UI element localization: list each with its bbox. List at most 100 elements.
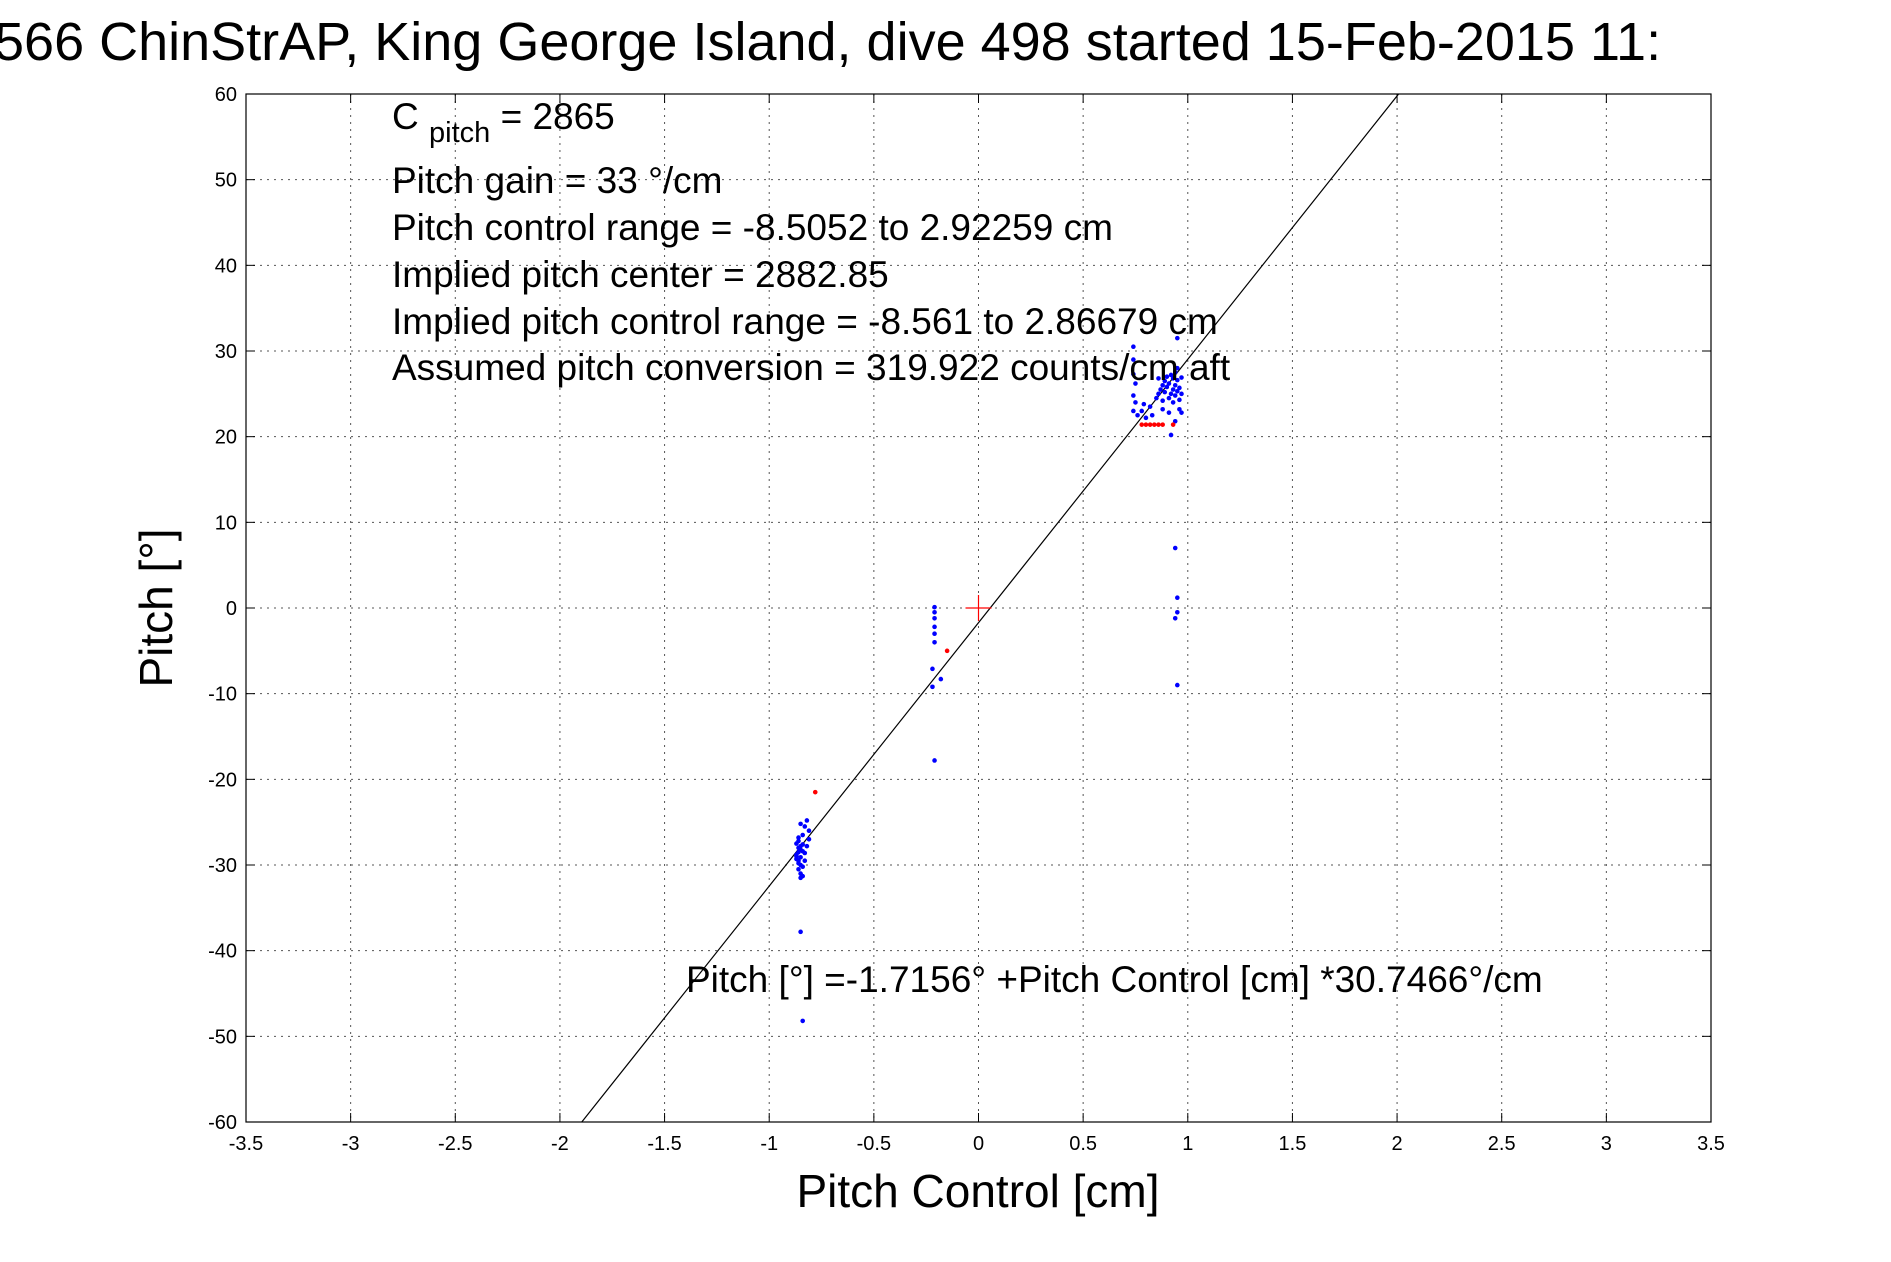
data-point [1156,391,1161,397]
data-point [1179,391,1184,397]
data-point [1166,395,1172,401]
data-point [1160,382,1165,388]
data-point [1177,397,1182,403]
annotation-assumed-pitch-conversion: Assumed pitch conversion = 319.922 count… [392,347,1231,388]
data-point [1135,412,1140,418]
data-point [932,639,937,645]
x-tick-label: -0.5 [857,1133,891,1155]
data-point [1172,418,1178,424]
data-point [1172,382,1178,388]
marker-layer [965,595,992,621]
data-point [1131,344,1136,350]
data-point [1147,404,1153,409]
data-point [798,929,803,935]
annotation-pitch-control-range: Pitch control range = -8.5052 to 2.92259… [392,207,1113,248]
data-point [1160,398,1165,403]
x-tick-label: 2.5 [1488,1133,1516,1155]
data-point [1172,370,1178,375]
data-point [932,758,937,763]
data-point [932,604,937,610]
y-axis-label: Pitch [°] [130,528,182,687]
data-point [1156,376,1161,381]
tick-layer: -3.5 -3 -2.5 -2 -1.5 -1 -0.5 0 0.5 1 1.5 2 2.5 3 3.5 60… [208,84,1725,1155]
data-point [1175,609,1180,615]
data-point [800,1018,805,1024]
annotation-cpitch-value: = 2865 [501,96,615,137]
data-point [798,821,803,827]
data-point [930,684,935,690]
annotation-cpitch-sub: pitch [429,117,490,149]
x-tick-label: 1.5 [1279,1133,1307,1155]
data-point [1177,406,1182,412]
data-point [1175,377,1180,383]
y-tick-label: 30 [215,341,237,363]
y-tick-label: -60 [208,1112,237,1134]
data-point [1168,372,1174,378]
data-point [1175,682,1180,688]
annotation-cpitch: C pitch = 2865 [392,96,615,150]
fit-equation-label: Pitch [°] =-1.7156° +Pitch Control [cm] … [686,959,1543,1000]
x-tick-label: 1 [1182,1133,1193,1155]
annotation-cpitch-main: C [392,96,419,137]
data-point [800,842,805,847]
y-tick-label: -40 [208,941,237,963]
data-point [1179,375,1184,380]
y-tick-label: 40 [215,255,237,277]
data-point [1177,385,1182,391]
data-point [1175,595,1180,601]
y-tick-label: -10 [208,684,237,706]
x-tick-label: 3.5 [1697,1133,1725,1155]
data-point [1168,432,1174,438]
data-point [1170,422,1176,427]
data-point [1175,388,1180,394]
data-point [804,818,810,823]
point-layer [794,335,1184,1024]
data-point [806,837,812,842]
data-point [1170,376,1176,381]
data-point [1170,387,1176,392]
data-point [1131,357,1136,362]
annotation-implied-pitch-control-range: Implied pitch control range = -8.561 to … [392,301,1218,342]
data-point [798,854,803,860]
y-tick-label: 10 [215,512,237,534]
data-point [1152,422,1157,427]
data-point [932,624,937,630]
data-point [1139,408,1145,414]
data-point [932,615,937,621]
data-point [930,666,935,672]
data-point [932,609,937,615]
data-point [1149,412,1155,418]
data-point [1131,393,1136,398]
data-point [1131,371,1136,377]
data-point [1179,410,1184,415]
data-point [800,864,805,870]
data-point [794,852,799,858]
data-point [1164,384,1170,390]
annotation-implied-pitch-center: Implied pitch center = 2882.85 [392,254,889,295]
y-tick-label: 60 [215,84,237,106]
data-point [802,824,808,829]
x-tick-label: 2 [1392,1133,1403,1155]
x-tick-label: -1.5 [647,1133,681,1155]
data-point [1158,387,1163,392]
x-tick-label: -1 [760,1133,778,1155]
y-tick-label: 20 [215,427,237,449]
data-point [1154,395,1159,401]
data-point [1160,422,1165,427]
x-tick-label: 0 [973,1133,984,1155]
x-tick-label: -2 [551,1133,569,1155]
x-tick-label: -2.5 [438,1133,472,1155]
data-point [938,676,944,682]
data-point [800,832,805,838]
x-axis-label: Pitch Control [cm] [797,1165,1160,1217]
x-tick-label: 0.5 [1069,1133,1097,1155]
data-point [796,866,801,872]
y-tick-label: -50 [208,1026,237,1048]
data-point [1133,400,1138,405]
data-point [802,858,808,864]
data-point [802,850,808,856]
x-tick-label: 3 [1601,1133,1612,1155]
data-point [1175,335,1180,341]
x-tick-label: -3 [342,1133,360,1155]
